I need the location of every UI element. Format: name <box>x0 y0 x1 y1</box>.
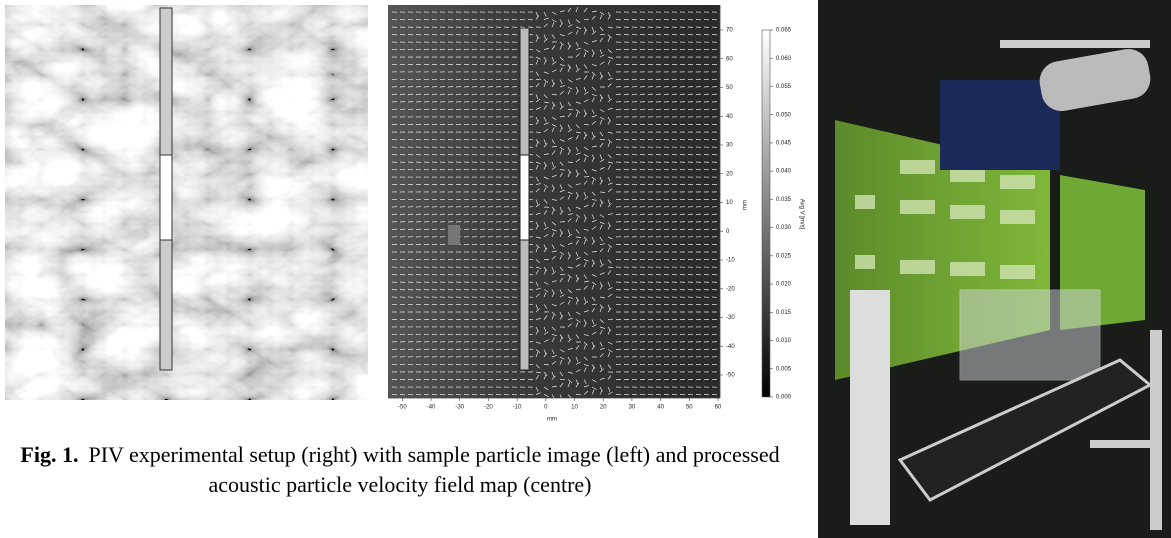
colorbar-tick-label: 0.005 <box>776 366 792 372</box>
colorbar-tick-label: 0.055 <box>776 84 792 90</box>
velocity-field <box>388 5 720 398</box>
x-tick-label: 30 <box>629 405 636 411</box>
y-tick-label: -40 <box>726 344 735 350</box>
colorbar-tick-label: 0.000 <box>776 395 792 401</box>
colorbar-tick-label: 0.060 <box>776 56 792 62</box>
y-tick-label: 0 <box>726 229 730 235</box>
colorbar-tick-label: 0.035 <box>776 197 792 203</box>
y-tick-label: 30 <box>726 143 733 149</box>
y-tick-label: 50 <box>726 85 733 91</box>
y-tick-label: -50 <box>726 373 735 379</box>
y-tick-label: -10 <box>726 258 735 264</box>
y-tick-label: 20 <box>726 171 733 177</box>
artifact <box>448 225 460 245</box>
x-tick-label: 60 <box>715 405 722 411</box>
x-tick-label: -40 <box>427 405 436 411</box>
colorbar-tick-label: 0.065 <box>776 28 792 34</box>
x-tick-label: -30 <box>455 405 464 411</box>
colorbar-tick-label: 0.025 <box>776 253 792 259</box>
colorbar-tick-label: 0.020 <box>776 282 792 288</box>
x-tick-label: 20 <box>600 405 607 411</box>
colorbar-tick-label: 0.050 <box>776 112 792 118</box>
particle-image-texture <box>5 5 368 400</box>
x-tick-label: 0 <box>544 405 548 411</box>
colorbar <box>761 29 771 398</box>
x-tick-label: 40 <box>657 405 664 411</box>
rod-segment <box>159 154 173 241</box>
colorbar-tick-label: 0.040 <box>776 169 792 175</box>
y-tick-label: 40 <box>726 114 733 120</box>
y-tick-label: 60 <box>726 56 733 62</box>
x-tick-label: -20 <box>484 405 493 411</box>
caption-label: Fig. 1. <box>20 442 79 467</box>
colorbar-tick-label: 0.015 <box>776 310 792 316</box>
rod-segment <box>519 154 530 241</box>
arrow-field <box>391 7 718 400</box>
caption-text: PIV experimental setup (right) with samp… <box>88 442 780 497</box>
y-tick-label: 10 <box>726 200 733 206</box>
setup-photo <box>818 0 1171 538</box>
colorbar-tick-label: 0.010 <box>776 338 792 344</box>
x-tick-label: -50 <box>398 405 407 411</box>
x-tick-label: -10 <box>513 405 522 411</box>
y-tick-label: -30 <box>726 315 735 321</box>
vector-arrows <box>391 7 718 400</box>
colorbar-label: Avg V [m/s] <box>798 199 804 230</box>
colorbar-tick-label: 0.045 <box>776 141 792 147</box>
colorbar-tick-label: 0.030 <box>776 225 792 231</box>
x-axis-label: mm <box>547 417 557 423</box>
x-tick-label: 50 <box>686 405 693 411</box>
y-tick-label: 70 <box>726 28 733 34</box>
x-tick-label: 10 <box>571 405 578 411</box>
y-axis-label: mm <box>743 200 749 210</box>
caption: Fig. 1. PIV experimental setup (right) wi… <box>20 440 780 500</box>
y-tick-label: -20 <box>726 286 735 292</box>
